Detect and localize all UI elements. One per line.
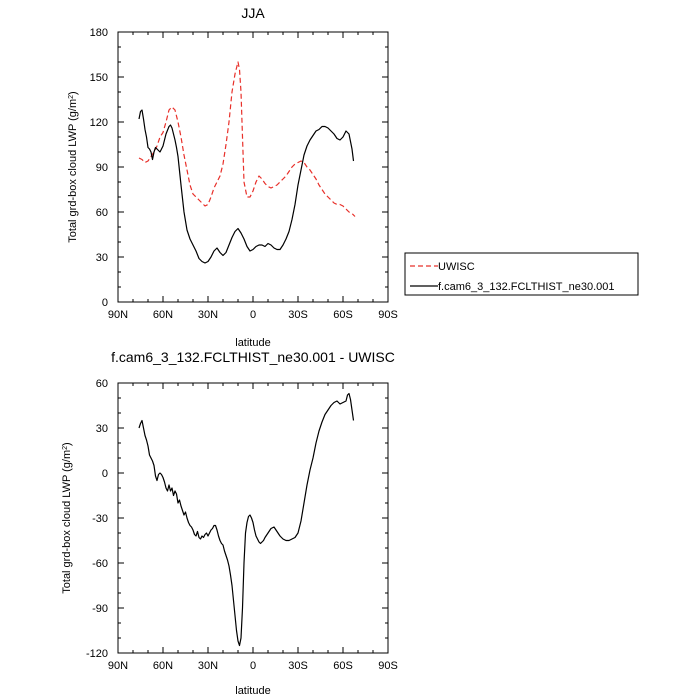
top-chart-title: JJA: [241, 5, 265, 21]
top-chart-panel: JJA 90N 60N 30N 0 30S 60S 90S 0 30 60 90 120 150 180…: [67, 5, 398, 349]
top-plot-frame: [117, 31, 389, 303]
x-tick-label: 60N: [153, 309, 173, 321]
x-tick-label: 60S: [333, 660, 353, 672]
y-tick-label: -90: [92, 603, 108, 615]
y-tick-label: 60: [96, 207, 108, 219]
x-tick-label: 30S: [288, 309, 308, 321]
bottom-y-axis-label: Total grd-box cloud LWP (g/m2): [61, 442, 73, 593]
x-tick-label: 90S: [378, 309, 398, 321]
bottom-y-axis-label-main: Total grd-box cloud LWP (g/m: [61, 450, 73, 594]
y-tick-label: 60: [96, 378, 108, 390]
x-tick-label: 60S: [333, 309, 353, 321]
bottom-y-axis-label-sup: 2: [62, 446, 69, 450]
y-tick-label: -120: [86, 648, 108, 660]
legend: UWISC f.cam6_3_132.FCLTHIST_ne30.001: [404, 252, 639, 296]
difference-series-line: [138, 392, 355, 647]
y-tick-label: 0: [102, 468, 108, 480]
x-tick-label: 90N: [108, 309, 128, 321]
legend-label-model: f.cam6_3_132.FCLTHIST_ne30.001: [438, 281, 615, 293]
y-tick-label: 30: [96, 252, 108, 264]
y-tick-label: 150: [90, 72, 108, 84]
top-x-axis-label: latitude: [235, 337, 270, 349]
bottom-chart-panel: f.cam6_3_132.FCLTHIST_ne30.001 - UWISC 9…: [61, 349, 398, 697]
top-y-axis-label-sup: 2: [68, 95, 75, 99]
legend-label-uwisc: UWISC: [438, 261, 475, 273]
bottom-y-axis-label-end: ): [61, 442, 73, 446]
y-tick-label: 90: [96, 162, 108, 174]
bottom-chart-title: f.cam6_3_132.FCLTHIST_ne30.001 - UWISC: [111, 349, 395, 365]
bottom-plot-frame: [117, 382, 389, 654]
y-tick-label: 0: [102, 297, 108, 309]
x-tick-label: 0: [250, 660, 256, 672]
y-tick-label: -60: [92, 558, 108, 570]
y-tick-label: -30: [92, 513, 108, 525]
y-tick-label: 30: [96, 423, 108, 435]
x-tick-label: 90N: [108, 660, 128, 672]
x-tick-label: 30N: [198, 309, 218, 321]
y-tick-label: 180: [90, 27, 108, 39]
top-y-axis-label-main: Total grd-box cloud LWP (g/m: [67, 99, 79, 243]
model-series-line: [138, 109, 355, 264]
top-y-axis-label: Total grd-box cloud LWP (g/m2): [67, 91, 79, 242]
x-tick-label: 30N: [198, 660, 218, 672]
bottom-x-axis-label: latitude: [235, 685, 270, 697]
legend-box: [404, 252, 639, 296]
x-tick-label: 60N: [153, 660, 173, 672]
x-tick-label: 0: [250, 309, 256, 321]
top-y-axis-label-end: ): [67, 91, 79, 95]
x-tick-label: 90S: [378, 660, 398, 672]
uwisc-series-line: [138, 61, 356, 217]
x-tick-label: 30S: [288, 660, 308, 672]
y-tick-label: 120: [90, 117, 108, 129]
